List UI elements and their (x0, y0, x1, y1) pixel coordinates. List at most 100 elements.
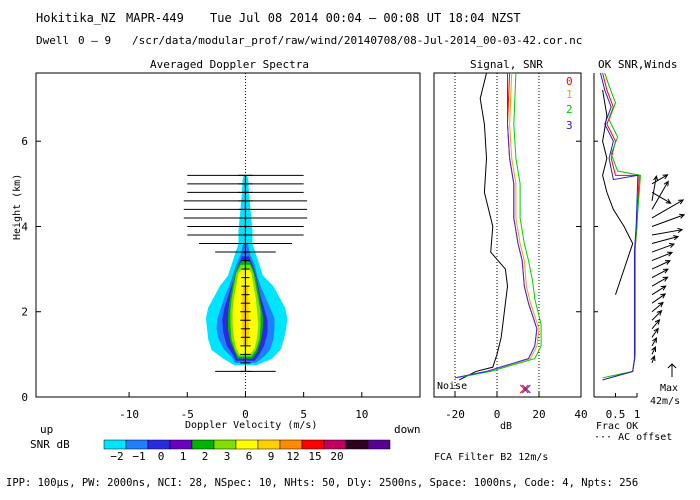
legend-3: 3 (566, 119, 573, 132)
wind-arrow (651, 180, 669, 210)
wind-arrow (651, 293, 667, 304)
winds-panel-title: OK SNR,Winds (598, 58, 678, 71)
legend-1: 1 (566, 88, 573, 101)
wind-arrow (651, 243, 676, 253)
snr-plot: -20 0 20 40 (445, 72, 588, 421)
db-tick-label: -20 (445, 408, 465, 421)
db-tick-label: 0 (494, 408, 501, 421)
x-tick-label: -10 (119, 408, 139, 421)
spectra-frame (35, 72, 421, 398)
colorbar-swatch (257, 439, 281, 450)
height-axis-label: Height (km) (12, 173, 23, 240)
colorbar-tick-label: 12 (286, 450, 299, 463)
header-datetime: Tue Jul 08 2014 00:04 – 00:08 UT 18:04 N… (210, 11, 521, 25)
series-frac-3 (599, 72, 639, 381)
colorbar-swatch (213, 439, 237, 450)
frac-tick-label: 1 (634, 408, 641, 421)
colorbar-tick-label: 15 (308, 450, 321, 463)
wind-arrow (651, 318, 661, 330)
wind-arrow (651, 337, 658, 347)
colorbar-tick-label: −2 (110, 450, 123, 463)
x-tick-label: 0 (242, 408, 249, 421)
series-signal (458, 72, 509, 381)
x-tick-label: 10 (355, 408, 368, 421)
dwell-range: 0 – 9 (78, 34, 112, 47)
colorbar-tick-label: 6 (246, 450, 253, 463)
wind-arrow (651, 174, 669, 185)
frac-ok-label: Frac OK (596, 421, 639, 432)
colorbar-tick-label: −1 (132, 450, 145, 463)
frac-tick-label: 0.5 (606, 408, 626, 421)
ac-offset-label: ··· AC offset (594, 432, 673, 443)
legend-0: 0 (566, 75, 573, 88)
colorbar-tick-label: 3 (224, 450, 231, 463)
legend-2: 2 (566, 103, 573, 116)
wind-arrow (650, 355, 656, 364)
wind-arrow (651, 213, 686, 227)
wind-arrow (651, 191, 672, 204)
x-tick-label: -5 (181, 408, 194, 421)
colorbar-swatch (169, 439, 193, 450)
colorbar-swatch (301, 439, 325, 450)
x-tick-label: 5 (300, 408, 307, 421)
colorbar-swatch (279, 439, 303, 450)
colorbar-tick-label: 2 (202, 450, 209, 463)
wind-scale-arrow (667, 363, 677, 377)
wind-arrow (651, 235, 680, 245)
colorbar-swatch (125, 439, 149, 450)
data-file-path: /scr/data/modular_prof/raw/wind/20140708… (132, 34, 583, 47)
wind-arrow (651, 199, 685, 219)
series-frac-0 (602, 72, 640, 381)
down-label: down (394, 423, 421, 436)
velocity-axis-label: Doppler Velocity (m/s) (185, 420, 318, 431)
colorbar-label: SNR dB (30, 438, 70, 451)
wind-arrow (651, 174, 659, 201)
y-tick-label: 0 (21, 391, 28, 404)
acquisition-params: IPP: 100µs, PW: 2000ns, NCI: 28, NSpec: … (6, 477, 639, 489)
wind-arrow (651, 260, 671, 270)
colorbar-tick-label: 9 (268, 450, 275, 463)
wind-arrow (651, 327, 659, 338)
winds-plot: 0.5 1 (594, 72, 686, 421)
colorbar-swatch (345, 439, 369, 450)
wind-arrow (651, 268, 669, 279)
site-name: Hokitika_NZ (36, 11, 116, 25)
colorbar-swatch (235, 439, 259, 450)
colorbar-swatch (323, 439, 347, 450)
spectra-title: Averaged Doppler Spectra (150, 58, 309, 71)
noise-mark (519, 384, 529, 394)
db-axis-label: dB (500, 421, 513, 432)
wind-arrow (651, 251, 674, 262)
radar-name: MAPR-449 (126, 11, 184, 25)
colorbar-tick-label: 1 (180, 450, 187, 463)
series-frac-2 (602, 72, 641, 379)
db-tick-label: 40 (574, 408, 587, 421)
colorbar-tick-label: 20 (330, 450, 343, 463)
colorbar-tick-label: 0 (158, 450, 165, 463)
noise-mark (521, 384, 531, 394)
series-snr-0 (454, 72, 538, 379)
spectra-plot: -10 -5 0 5 10 0 2 4 6 (21, 73, 368, 421)
series-snr-3 (454, 73, 538, 379)
colorbar-swatch (367, 439, 391, 450)
colorbar-swatch (191, 439, 215, 450)
wind-arrow (651, 345, 656, 355)
ac-offset-curve (602, 89, 634, 295)
wind-arrow (651, 276, 669, 287)
colorbar-swatch (147, 439, 171, 450)
dwell-label: Dwell (36, 34, 70, 47)
wind-arrow (651, 301, 664, 313)
series-snr-2 (457, 72, 542, 379)
wind-arrow (651, 309, 663, 321)
filter-label: FCA Filter B2 12m/s (434, 452, 549, 463)
colorbar-swatch (103, 439, 127, 450)
y-tick-label: 4 (21, 220, 28, 233)
wind-max-value: 42m/s (650, 396, 681, 407)
wind-arrow (651, 227, 684, 236)
db-tick-label: 20 (532, 408, 545, 421)
up-label: up (40, 423, 54, 436)
series-snr-1 (454, 72, 540, 379)
noise-label: Noise (437, 381, 468, 392)
snr-colorbar: −2 −1 0 1 2 3 6 9 12 15 20 (103, 439, 391, 463)
